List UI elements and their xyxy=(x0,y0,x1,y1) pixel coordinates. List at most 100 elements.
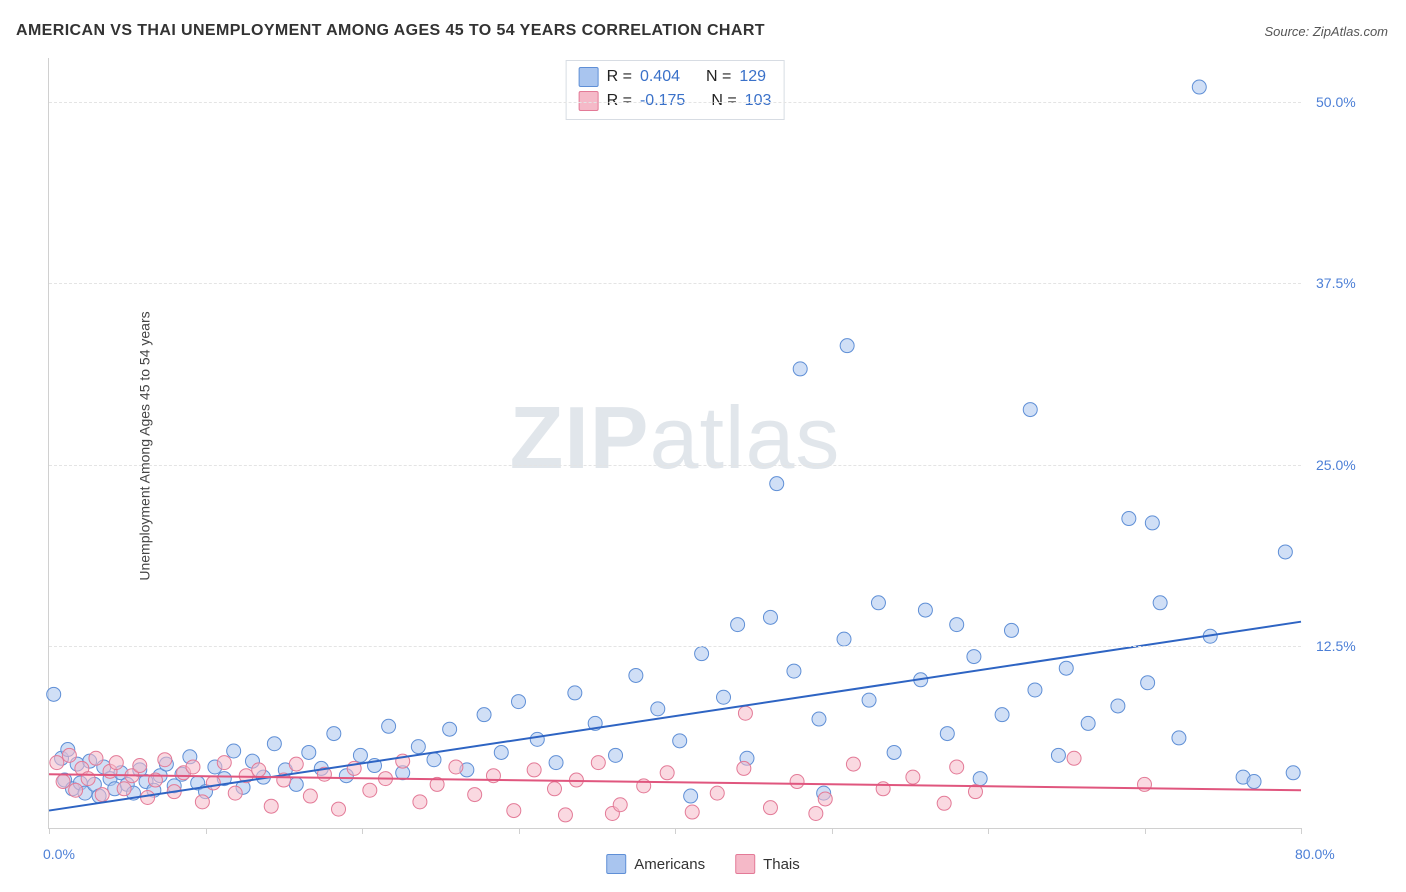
data-point xyxy=(89,751,103,765)
data-point xyxy=(1145,516,1159,530)
data-point xyxy=(809,806,823,820)
data-point xyxy=(56,775,70,789)
data-point xyxy=(195,795,209,809)
y-tick-label: 37.5% xyxy=(1316,275,1356,291)
gridline xyxy=(49,283,1301,284)
data-point xyxy=(818,792,832,806)
x-tick xyxy=(49,828,50,834)
data-point xyxy=(737,761,751,775)
data-point xyxy=(684,789,698,803)
data-point xyxy=(837,632,851,646)
data-point xyxy=(303,789,317,803)
data-point xyxy=(862,693,876,707)
data-point xyxy=(50,756,64,770)
data-point xyxy=(158,753,172,767)
data-point xyxy=(1023,403,1037,417)
x-tick xyxy=(988,828,989,834)
x-tick xyxy=(362,828,363,834)
data-point xyxy=(685,805,699,819)
data-point xyxy=(507,804,521,818)
data-point xyxy=(940,727,954,741)
data-point xyxy=(109,756,123,770)
data-point xyxy=(871,596,885,610)
data-point xyxy=(549,756,563,770)
data-point xyxy=(967,650,981,664)
data-point xyxy=(1153,596,1167,610)
data-point xyxy=(1286,766,1300,780)
data-point xyxy=(1111,699,1125,713)
y-tick-label: 25.0% xyxy=(1316,457,1356,473)
data-point xyxy=(95,788,109,802)
data-point xyxy=(332,802,346,816)
swatch-thais xyxy=(735,854,755,874)
data-point xyxy=(793,362,807,376)
data-point xyxy=(47,687,61,701)
data-point xyxy=(443,722,457,736)
data-point xyxy=(840,339,854,353)
data-point xyxy=(1051,748,1065,762)
x-tick xyxy=(675,828,676,834)
data-point xyxy=(227,744,241,758)
data-point xyxy=(695,647,709,661)
gridline xyxy=(49,646,1301,647)
data-point xyxy=(790,775,804,789)
data-point xyxy=(382,719,396,733)
data-point xyxy=(530,732,544,746)
data-point xyxy=(710,786,724,800)
data-point xyxy=(1067,751,1081,765)
data-point xyxy=(629,668,643,682)
data-point xyxy=(427,753,441,767)
x-tick xyxy=(206,828,207,834)
data-point xyxy=(950,760,964,774)
chart-svg xyxy=(49,58,1301,828)
data-point xyxy=(363,783,377,797)
data-point xyxy=(69,783,83,797)
y-tick-label: 50.0% xyxy=(1316,94,1356,110)
page-title: AMERICAN VS THAI UNEMPLOYMENT AMONG AGES… xyxy=(16,22,765,40)
data-point xyxy=(738,706,752,720)
data-point xyxy=(558,808,572,822)
data-point xyxy=(289,757,303,771)
data-point xyxy=(302,745,316,759)
x-tick xyxy=(519,828,520,834)
y-tick-label: 12.5% xyxy=(1316,638,1356,654)
gridline xyxy=(49,102,1301,103)
data-point xyxy=(887,745,901,759)
data-point xyxy=(846,757,860,771)
data-point xyxy=(117,782,131,796)
data-point xyxy=(527,763,541,777)
data-point xyxy=(973,772,987,786)
data-point xyxy=(673,734,687,748)
data-point xyxy=(609,748,623,762)
data-point xyxy=(468,788,482,802)
x-tick xyxy=(1301,828,1302,834)
data-point xyxy=(186,760,200,774)
x-tick-label: 80.0% xyxy=(1295,846,1335,862)
data-point xyxy=(547,782,561,796)
data-point xyxy=(133,759,147,773)
data-point xyxy=(812,712,826,726)
data-point xyxy=(477,708,491,722)
series-legend: Americans Thais xyxy=(606,854,800,874)
data-point xyxy=(252,763,266,777)
data-point xyxy=(717,690,731,704)
data-point xyxy=(353,748,367,762)
data-point xyxy=(1141,676,1155,690)
data-point xyxy=(1138,777,1152,791)
data-point xyxy=(62,748,76,762)
data-point xyxy=(918,603,932,617)
legend-item-thais: Thais xyxy=(735,854,800,874)
legend-label-thais: Thais xyxy=(763,856,800,873)
legend-label-americans: Americans xyxy=(634,856,705,873)
x-tick xyxy=(832,828,833,834)
data-point xyxy=(1028,683,1042,697)
data-point xyxy=(1192,80,1206,94)
data-point xyxy=(512,695,526,709)
data-point xyxy=(1122,512,1136,526)
data-point xyxy=(787,664,801,678)
data-point xyxy=(1081,716,1095,730)
x-tick-label: 0.0% xyxy=(43,846,75,862)
data-point xyxy=(411,740,425,754)
data-point xyxy=(228,786,242,800)
data-point xyxy=(413,795,427,809)
